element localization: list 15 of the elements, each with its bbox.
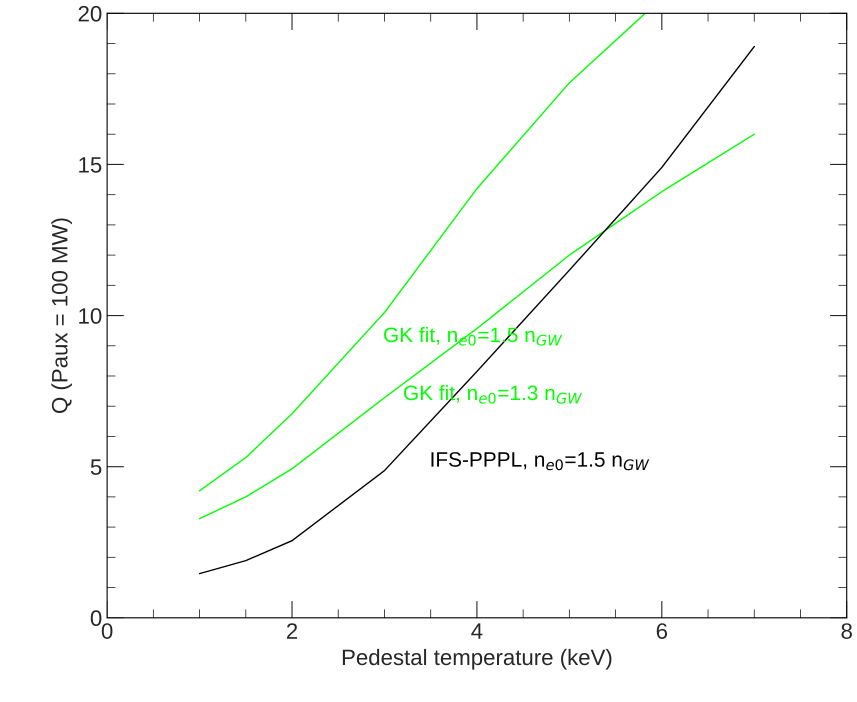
- y-tick-label: 0: [90, 610, 102, 626]
- x-axis-title: Pedestal temperature (keV): [342, 648, 612, 670]
- x-tick-label: 0: [102, 623, 112, 639]
- x-tick-label: 8: [842, 623, 852, 639]
- y-tick-label: 15: [79, 157, 102, 173]
- y-tick-label: 5: [90, 459, 102, 475]
- x-tick-label: 6: [656, 623, 668, 639]
- x-tick-label: 2: [286, 623, 298, 639]
- y-tick-label: 20: [78, 6, 102, 22]
- series-label: IFS-PPPL, n$_{e0}$=1.5 n$_{GW}$: [432, 452, 650, 470]
- x-tick-label: 4: [471, 623, 482, 639]
- line-series: [198, 134, 755, 520]
- y-axis-title: Q (Paux = 100 MW): [51, 218, 72, 413]
- line-series: [198, 46, 755, 574]
- y-tick-label: 10: [79, 308, 102, 324]
